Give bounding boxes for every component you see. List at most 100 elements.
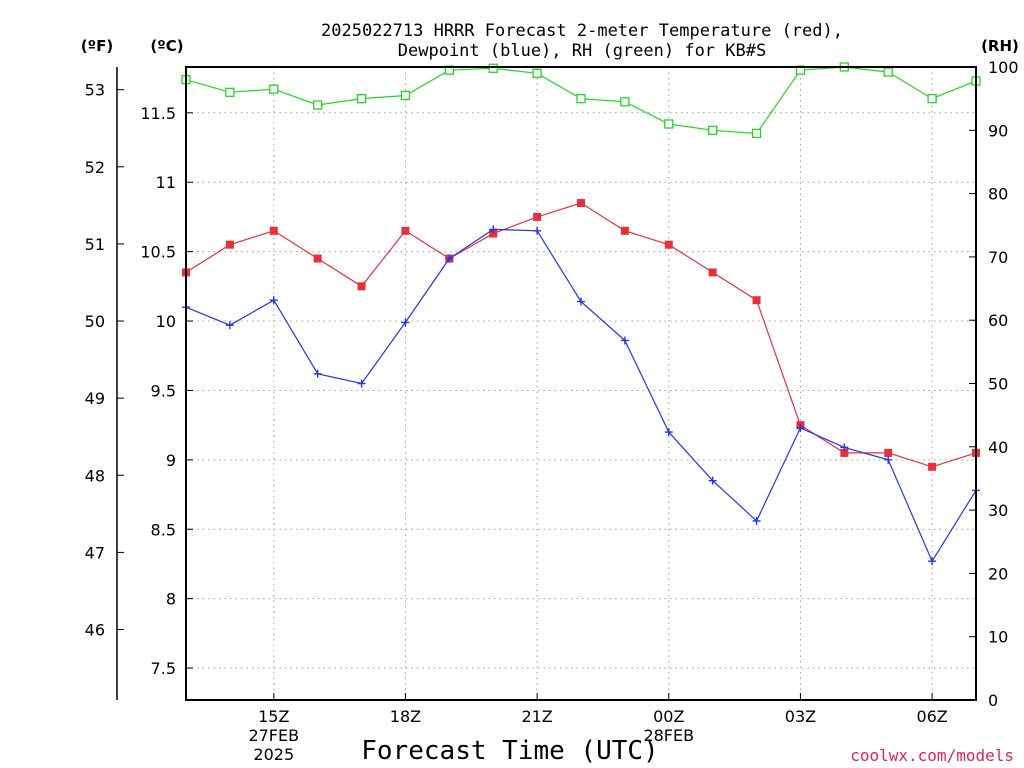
rh-tick-label: 90	[988, 121, 1008, 140]
temperature-line	[185, 202, 977, 468]
fahrenheit-tick-label: 50	[85, 312, 105, 331]
rh-point	[708, 125, 718, 135]
chart-title: 2025022713 HRRR Forecast 2-meter Tempera…	[321, 21, 843, 41]
rh-tick-label: 20	[988, 564, 1008, 583]
rh-axis-ticks: 0 10 20 30 40 50 60 70 80 90 100	[969, 58, 1019, 710]
dewpoint-point	[928, 557, 937, 566]
celsius-tick-label: 10.5	[140, 243, 176, 262]
dewpoint-point	[357, 379, 366, 388]
celsius-tick-label: 8	[166, 590, 176, 609]
rh-point	[883, 67, 893, 77]
x-tick-label: 15Z	[258, 707, 289, 726]
fahrenheit-tick-label: 53	[85, 81, 105, 100]
temperature-point	[269, 226, 278, 235]
dewpoint-line	[185, 228, 977, 563]
celsius-axis-ticks: 7.5 8 8.5 9 9.5 10 10.5 11 11.5	[140, 104, 193, 678]
dewpoint-point	[620, 336, 629, 345]
fahrenheit-unit-label: (ºF)	[81, 37, 113, 55]
rh-point	[400, 90, 411, 101]
dewpoint-point	[840, 443, 849, 452]
rh-point	[927, 94, 937, 104]
rh-tick-label: 50	[988, 375, 1008, 394]
plot-frame	[185, 66, 977, 701]
fahrenheit-tick-label: 48	[85, 466, 105, 485]
temperature-point	[884, 448, 893, 457]
celsius-tick-label: 7.5	[151, 659, 176, 678]
dewpoint-point	[269, 296, 278, 305]
credit-text: coolwx.com/models	[850, 746, 1014, 765]
rh-tick-label: 60	[988, 311, 1008, 330]
x-axis-title: Forecast Time (UTC)	[361, 736, 658, 766]
x-tick-label: 00Z	[653, 707, 684, 726]
temperature-point	[620, 226, 629, 235]
x-tick-label: 21Z	[521, 707, 552, 726]
temperature-point	[840, 448, 849, 457]
celsius-tick-label: 8.5	[151, 520, 176, 539]
fahrenheit-axis-ticks: 46 47 48 49 50 51 52 53	[85, 81, 124, 640]
celsius-tick-label: 11	[156, 173, 176, 192]
rh-point	[313, 100, 323, 110]
rh-tick-label: 0	[988, 691, 998, 710]
grid-lines	[186, 67, 976, 700]
dewpoint-point	[708, 476, 717, 485]
fahrenheit-tick-label: 51	[85, 235, 105, 254]
rh-point	[532, 68, 542, 78]
rh-tick-label: 30	[988, 501, 1008, 520]
rh-point	[356, 94, 367, 104]
celsius-tick-label: 9.5	[151, 381, 176, 400]
rh-unit-label: (RH)	[981, 37, 1019, 55]
fahrenheit-tick-label: 49	[85, 389, 105, 408]
fahrenheit-tick-label: 52	[85, 158, 105, 177]
temperature-point	[752, 296, 761, 305]
fahrenheit-tick-label: 46	[85, 621, 105, 640]
temperature-point	[577, 199, 585, 208]
rh-point	[620, 97, 630, 107]
dewpoint-point	[577, 297, 585, 306]
rh-tick-label: 40	[988, 438, 1008, 457]
temperature-point	[357, 282, 366, 291]
dewpoint-point	[445, 254, 454, 263]
rh-tick-label: 80	[988, 185, 1008, 204]
rh-point	[269, 84, 279, 94]
dewpoint-point	[401, 318, 410, 327]
dewpoint-point	[489, 225, 498, 234]
rh-point	[751, 128, 762, 139]
x-tick-year: 2025	[253, 745, 294, 764]
celsius-unit-label: (ºC)	[150, 37, 183, 55]
rh-point	[225, 87, 235, 97]
temperature-point	[225, 240, 234, 249]
x-tick-date: 28FEB	[643, 726, 694, 745]
chart-subtitle: Dewpoint (blue), RH (green) for KB#S	[398, 41, 766, 61]
dewpoint-point	[533, 226, 542, 235]
dewpoint-point	[313, 369, 322, 378]
x-tick-label: 03Z	[785, 707, 816, 726]
temperature-point	[664, 240, 673, 249]
rh-tick-label: 70	[988, 248, 1008, 267]
fahrenheit-tick-label: 47	[85, 543, 105, 562]
celsius-tick-label: 9	[166, 451, 176, 470]
temperature-point	[489, 229, 498, 238]
dewpoint-point	[884, 455, 893, 464]
series-layer	[181, 62, 981, 566]
rh-point	[664, 119, 674, 129]
rh-point	[488, 63, 498, 73]
dewpoint-point	[796, 423, 805, 432]
dewpoint-point	[225, 321, 234, 330]
x-tick-label: 18Z	[390, 707, 421, 726]
temperature-point	[928, 462, 937, 471]
x-tick-date: 27FEB	[248, 726, 299, 745]
rh-point	[576, 94, 586, 104]
rh-tick-label: 10	[988, 628, 1008, 647]
dewpoint-point	[752, 516, 761, 525]
temperature-point	[533, 212, 542, 221]
temperature-point	[313, 254, 322, 263]
dewpoint-point	[664, 428, 673, 437]
temperature-point	[401, 226, 410, 235]
x-tick-label: 06Z	[916, 707, 947, 726]
celsius-tick-label: 11.5	[140, 104, 176, 123]
rh-tick-label: 100	[988, 58, 1019, 77]
celsius-tick-label: 10	[156, 312, 176, 331]
temperature-point	[708, 268, 717, 277]
